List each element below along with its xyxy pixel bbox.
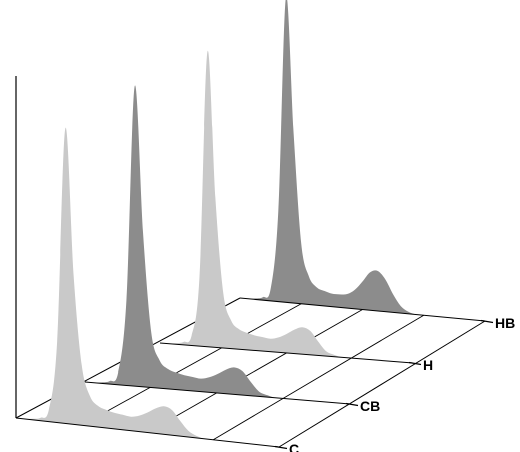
series-label: C	[289, 441, 299, 452]
series-label: H	[423, 357, 433, 373]
series-tick	[274, 445, 288, 450]
floor-depth-gridline	[147, 309, 363, 433]
series-tick	[480, 319, 494, 324]
series-tick	[408, 361, 422, 366]
series-c	[15, 127, 280, 448]
series-area-cb	[85, 85, 350, 404]
series-area-h	[160, 50, 413, 363]
series-label-layer: HB H CB C	[274, 315, 515, 452]
series-cb	[84, 85, 351, 405]
series-label: CB	[360, 398, 380, 414]
series-layer	[15, 0, 486, 448]
floor-depth-gridline	[213, 314, 424, 441]
series-h	[159, 50, 414, 364]
series-area-hb	[240, 0, 485, 321]
series-baseline-hb	[239, 297, 486, 322]
series-area-c	[16, 127, 279, 447]
series-baseline-h	[159, 342, 414, 364]
floor-depth-gridline	[81, 303, 302, 426]
floor-right-edge	[278, 320, 486, 448]
series-baseline-c	[15, 417, 280, 448]
series-baseline-cb	[84, 381, 351, 405]
series-hb	[239, 0, 486, 322]
series-tick	[345, 402, 359, 407]
series-label: HB	[495, 315, 515, 331]
